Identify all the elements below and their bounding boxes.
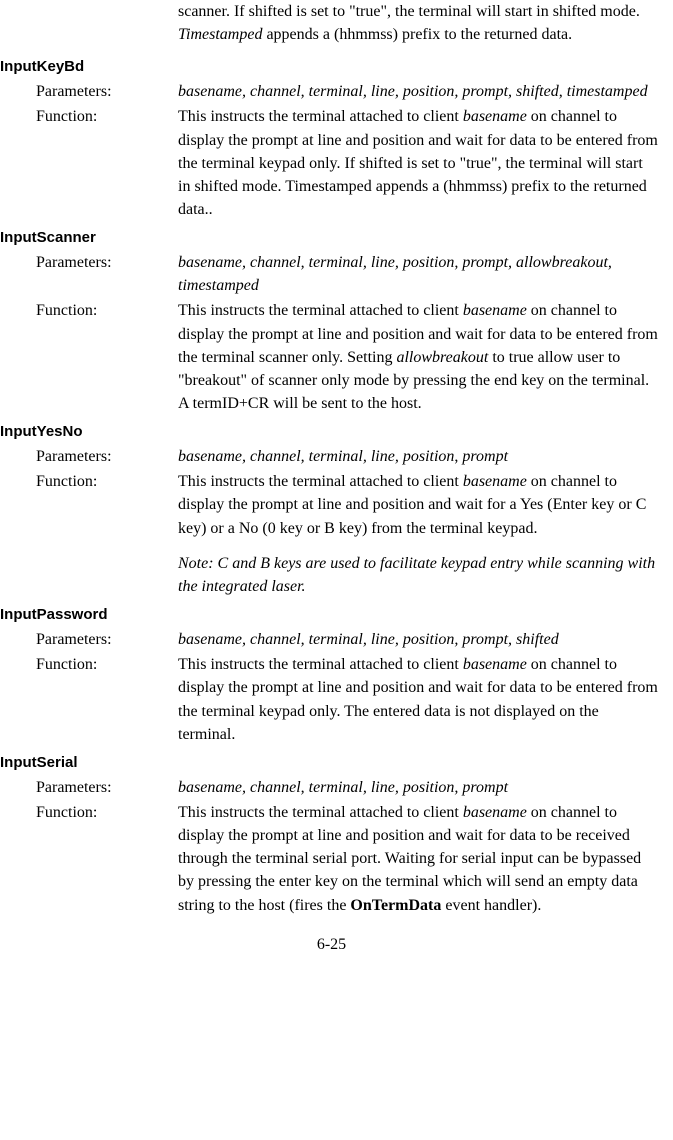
value-inputscanner-parameters: basename, channel, terminal, line, posit… bbox=[178, 251, 659, 297]
inputserial-func-basename: basename bbox=[463, 804, 527, 821]
label-function: Function: bbox=[36, 801, 178, 917]
section-inputyesno: InputYesNo Parameters: basename, channel… bbox=[0, 421, 663, 598]
section-inputscanner: InputScanner Parameters: basename, chann… bbox=[0, 227, 663, 415]
inputyesno-params-2: prompt bbox=[462, 448, 508, 465]
row-inputpassword-parameters: Parameters: basename, channel, terminal,… bbox=[36, 628, 663, 651]
inputpassword-func-basename: basename bbox=[463, 656, 527, 673]
label-function: Function: bbox=[36, 470, 178, 540]
row-inputyesno-function: Function: This instructs the terminal at… bbox=[36, 470, 663, 540]
value-inputkeybd-parameters: basename, channel, terminal, line, posit… bbox=[178, 80, 659, 103]
label-parameters: Parameters: bbox=[36, 251, 178, 297]
value-inputyesno-function: This instructs the terminal attached to … bbox=[178, 470, 659, 540]
document-page: scanner. If shifted is set to "true", th… bbox=[0, 0, 663, 956]
label-parameters: Parameters: bbox=[36, 628, 178, 651]
inputyesno-note: Note: C and B keys are used to facilitat… bbox=[178, 552, 663, 598]
inputyesno-func-basename: basename bbox=[463, 473, 527, 490]
inputkeybd-func-basename: basename bbox=[463, 108, 527, 125]
value-inputserial-function: This instructs the terminal attached to … bbox=[178, 801, 659, 917]
intro-text-1: scanner. If shifted is set to "true", th… bbox=[178, 3, 640, 20]
intro-text-2: appends a (hhmmss) prefix to the returne… bbox=[262, 26, 572, 43]
value-inputyesno-parameters: basename, channel, terminal, line, posit… bbox=[178, 445, 659, 468]
section-title-inputyesno: InputYesNo bbox=[0, 421, 663, 443]
section-inputserial: InputSerial Parameters: basename, channe… bbox=[0, 752, 663, 917]
value-inputpassword-function: This instructs the terminal attached to … bbox=[178, 653, 659, 746]
intro-text-timestamped: Timestamped bbox=[178, 26, 262, 43]
label-function: Function: bbox=[36, 105, 178, 221]
section-inputkeybd: InputKeyBd Parameters: basename, channel… bbox=[0, 56, 663, 221]
label-parameters: Parameters: bbox=[36, 80, 178, 103]
section-title-inputpassword: InputPassword bbox=[0, 604, 663, 626]
inputkeybd-func-1: This instructs the terminal attached to … bbox=[178, 108, 463, 125]
row-inputpassword-function: Function: This instructs the terminal at… bbox=[36, 653, 663, 746]
row-inputserial-function: Function: This instructs the terminal at… bbox=[36, 801, 663, 917]
section-title-inputscanner: InputScanner bbox=[0, 227, 663, 249]
page-number: 6-25 bbox=[0, 933, 663, 956]
label-function: Function: bbox=[36, 299, 178, 415]
row-inputkeybd-parameters: Parameters: basename, channel, terminal,… bbox=[36, 80, 663, 103]
row-inputyesno-parameters: Parameters: basename, channel, terminal,… bbox=[36, 445, 663, 468]
value-inputkeybd-function: This instructs the terminal attached to … bbox=[178, 105, 659, 221]
row-inputscanner-parameters: Parameters: basename, channel, terminal,… bbox=[36, 251, 663, 297]
value-inputscanner-function: This instructs the terminal attached to … bbox=[178, 299, 659, 415]
row-inputscanner-function: Function: This instructs the terminal at… bbox=[36, 299, 663, 415]
inputscanner-func-basename: basename bbox=[463, 302, 527, 319]
row-inputserial-parameters: Parameters: basename, channel, terminal,… bbox=[36, 776, 663, 799]
inputserial-func-3: event handler). bbox=[441, 897, 541, 914]
section-title-inputserial: InputSerial bbox=[0, 752, 663, 774]
intro-paragraph: scanner. If shifted is set to "true", th… bbox=[178, 0, 663, 46]
value-inputserial-parameters: basename, channel, terminal, line, posit… bbox=[178, 776, 659, 799]
inputyesno-params-1: basename, channel, terminal, line, posit… bbox=[178, 448, 454, 465]
inputyesno-func-1: This instructs the terminal attached to … bbox=[178, 473, 463, 490]
inputpassword-func-1: This instructs the terminal attached to … bbox=[178, 656, 463, 673]
label-parameters: Parameters: bbox=[36, 776, 178, 799]
inputscanner-func-allowbreakout: allowbreakout bbox=[396, 349, 488, 366]
label-parameters: Parameters: bbox=[36, 445, 178, 468]
section-title-inputkeybd: InputKeyBd bbox=[0, 56, 663, 78]
inputscanner-func-1: This instructs the terminal attached to … bbox=[178, 302, 463, 319]
row-inputkeybd-function: Function: This instructs the terminal at… bbox=[36, 105, 663, 221]
value-inputpassword-parameters: basename, channel, terminal, line, posit… bbox=[178, 628, 659, 651]
section-inputpassword: InputPassword Parameters: basename, chan… bbox=[0, 604, 663, 746]
inputserial-func-1: This instructs the terminal attached to … bbox=[178, 804, 463, 821]
inputserial-func-ontermdata: OnTermData bbox=[350, 897, 441, 914]
label-function: Function: bbox=[36, 653, 178, 746]
